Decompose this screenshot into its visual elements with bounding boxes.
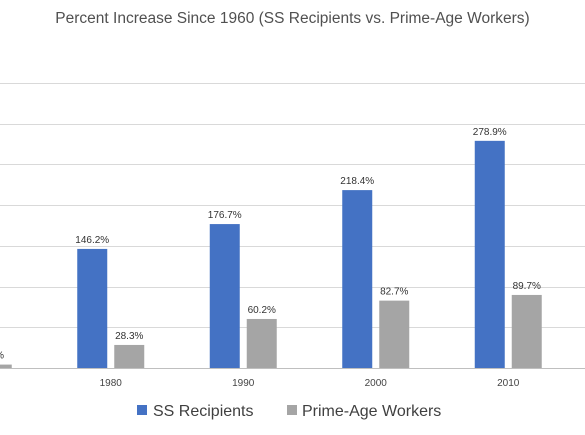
bar-prime-age-workers (511, 294, 542, 368)
data-label: 176.7% (208, 210, 242, 221)
bar-ss-recipients (77, 248, 108, 368)
bar-prime-age-workers (114, 344, 145, 368)
legend-swatch-ss-recipients (137, 405, 147, 415)
bar-prime-age-workers (0, 364, 12, 368)
chart-title: Percent Increase Since 1960 (SS Recipien… (55, 10, 530, 27)
legend-label-ss-recipients: SS Recipients (153, 403, 254, 420)
data-label: 218.4% (340, 176, 374, 187)
bar-ss-recipients (209, 224, 240, 368)
x-tick-label: 1990 (232, 378, 255, 389)
data-label: 28.3% (115, 331, 143, 342)
legend-label-prime-age-workers: Prime-Age Workers (302, 403, 441, 420)
data-label: 146.2% (75, 235, 109, 246)
bar-prime-age-workers (246, 318, 277, 368)
data-label: 60.2% (248, 305, 276, 316)
legend-swatch-prime-age-workers (287, 405, 297, 415)
data-label: 89.7% (513, 281, 541, 292)
data-label: 2% (0, 351, 4, 362)
x-tick-label: 1980 (100, 378, 123, 389)
bar-prime-age-workers (379, 300, 410, 368)
x-tick-label: 2010 (497, 378, 520, 389)
bar-ss-recipients (342, 190, 373, 368)
data-label: 82.7% (380, 287, 408, 298)
x-tick-label: 2000 (365, 378, 388, 389)
data-label: 278.9% (473, 127, 507, 138)
bar-ss-recipients (474, 140, 505, 368)
